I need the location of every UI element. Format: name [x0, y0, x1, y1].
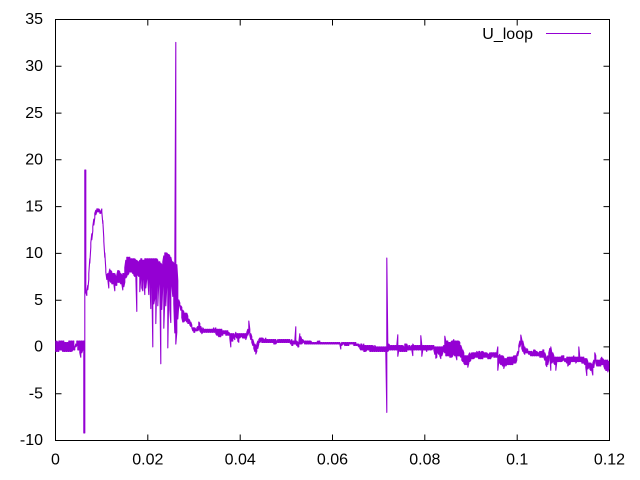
svg-text:30: 30: [25, 58, 43, 75]
svg-text:10: 10: [25, 245, 43, 262]
svg-text:-5: -5: [29, 385, 43, 402]
svg-text:0.02: 0.02: [132, 452, 163, 469]
svg-text:25: 25: [25, 105, 43, 122]
svg-text:-10: -10: [20, 432, 43, 449]
svg-text:0: 0: [51, 452, 60, 469]
svg-text:0.08: 0.08: [409, 452, 440, 469]
svg-text:0: 0: [34, 339, 43, 356]
svg-text:35: 35: [25, 11, 43, 28]
svg-text:0.12: 0.12: [594, 452, 625, 469]
svg-text:0.1: 0.1: [506, 452, 528, 469]
svg-text:20: 20: [25, 152, 43, 169]
svg-text:U_loop: U_loop: [482, 26, 533, 43]
svg-text:15: 15: [25, 198, 43, 215]
svg-text:5: 5: [34, 292, 43, 309]
svg-text:0.06: 0.06: [317, 452, 348, 469]
svg-text:0.04: 0.04: [225, 452, 256, 469]
